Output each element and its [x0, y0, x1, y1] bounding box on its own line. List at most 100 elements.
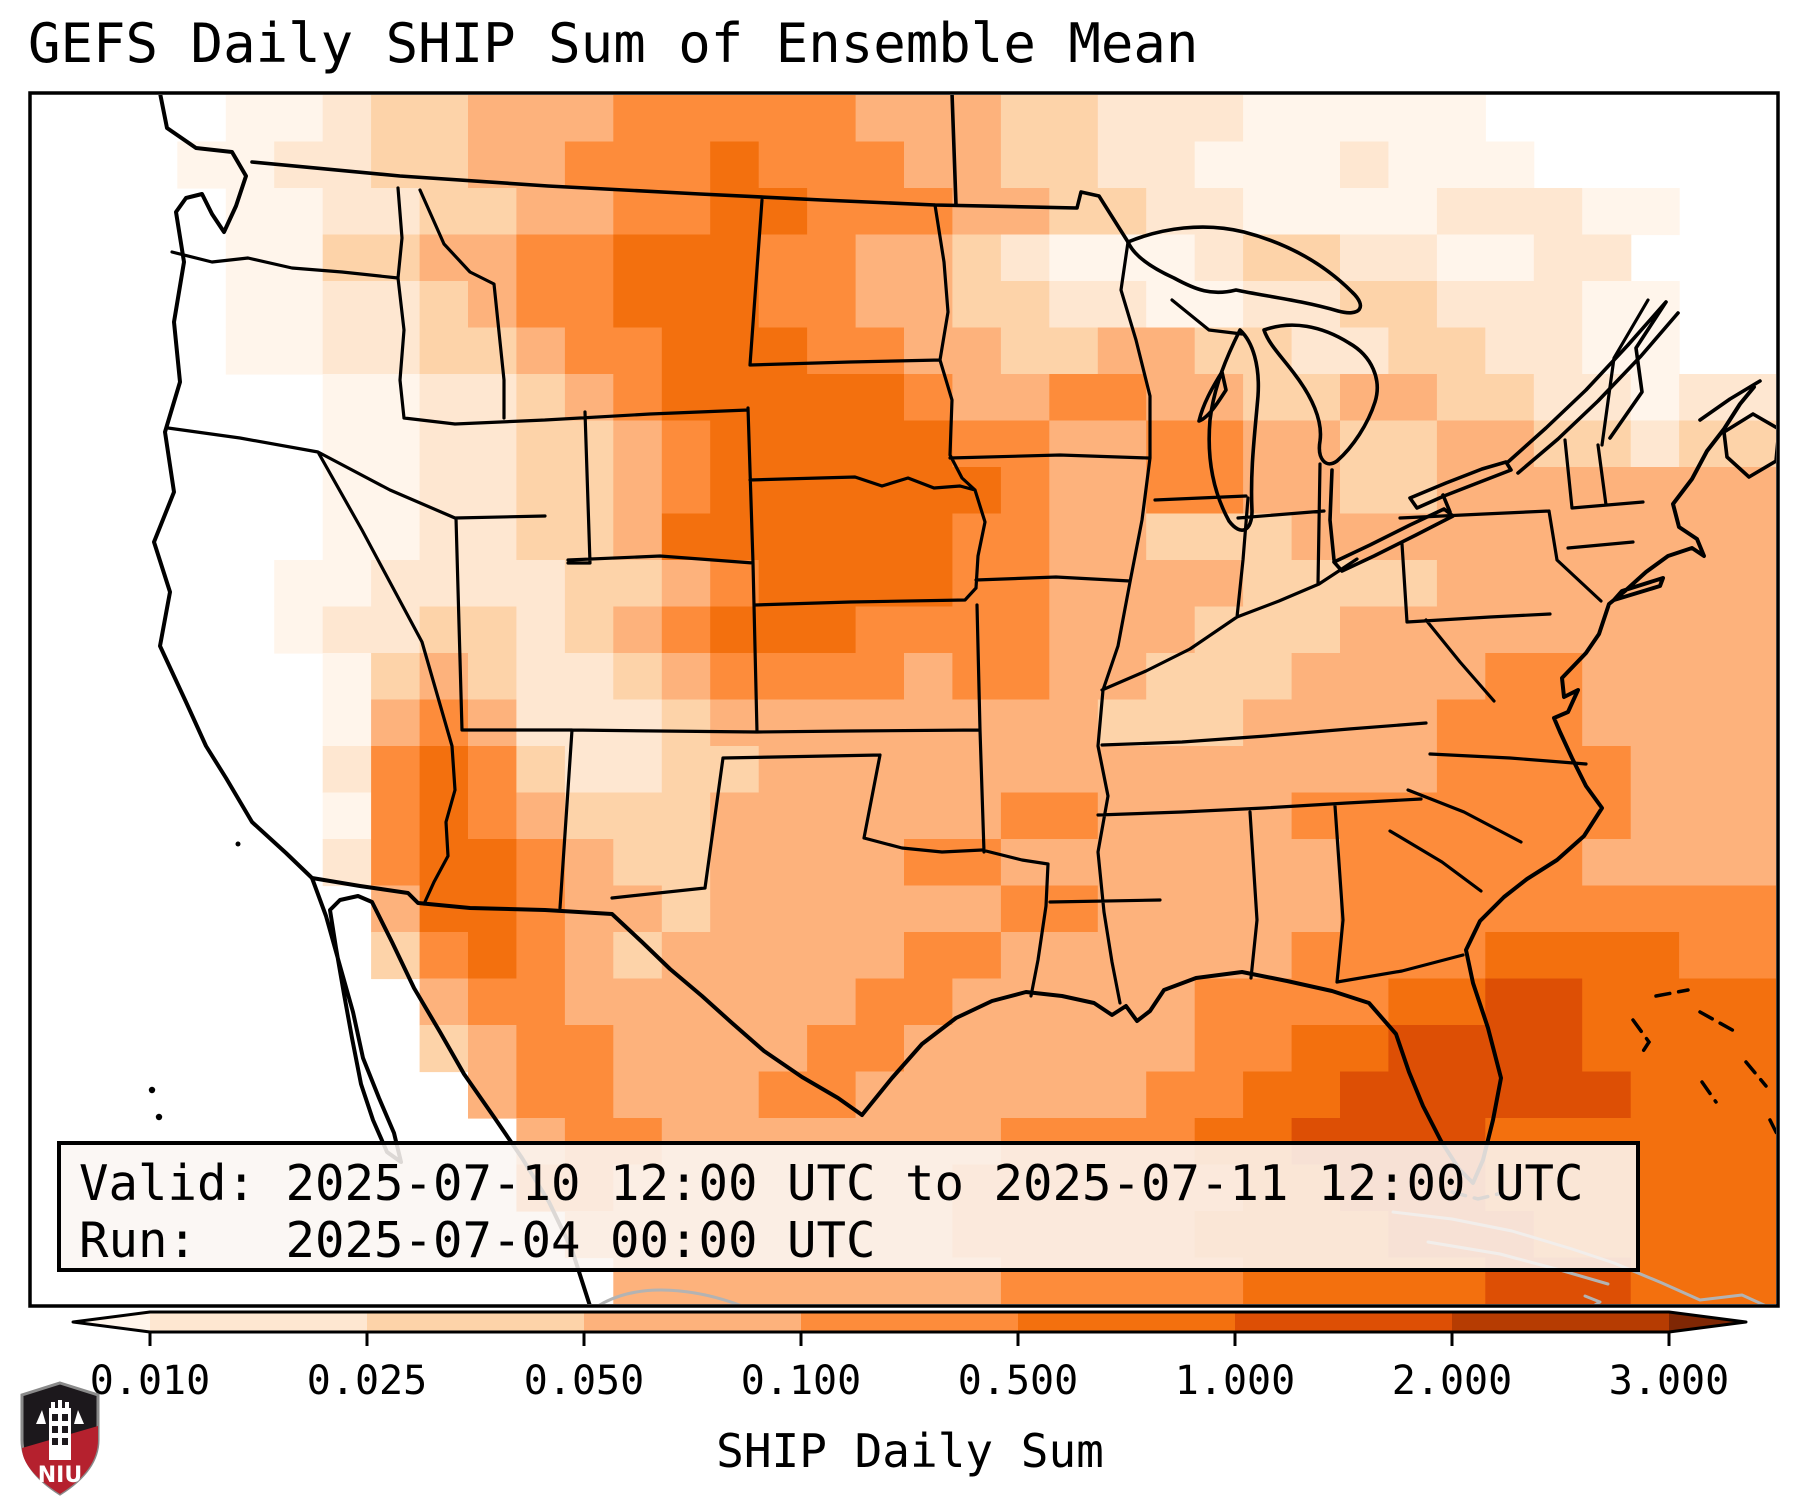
field-cell	[516, 513, 614, 561]
field-cell	[419, 606, 518, 654]
field-cell	[274, 606, 324, 654]
field-cell	[419, 792, 469, 840]
field-cell	[1630, 1257, 1776, 1304]
field-cell	[516, 281, 614, 329]
field-cell	[516, 467, 614, 515]
field-cell	[1146, 653, 1293, 701]
field-cell	[322, 653, 372, 701]
field-cell	[661, 746, 760, 794]
field-cell	[952, 374, 1050, 422]
field-cell	[1630, 746, 1776, 794]
field-cell	[1436, 467, 1776, 515]
field-cell	[1000, 839, 1341, 887]
field-cell	[1097, 141, 1196, 189]
field-cell	[1243, 281, 1341, 329]
field-cell	[613, 234, 760, 282]
field-cell	[371, 653, 421, 701]
field-cell	[1533, 234, 1632, 282]
field-cell	[1194, 234, 1244, 282]
field-cell	[516, 1071, 614, 1119]
mexico-border	[310, 876, 864, 1117]
field-cell	[710, 420, 953, 468]
island-dots	[148, 841, 241, 1121]
field-cell	[710, 792, 1002, 840]
field-cell	[1679, 932, 1776, 980]
field-cell	[1485, 932, 1680, 980]
colorbar-tick-label: 0.100	[741, 1358, 861, 1404]
field-cell	[225, 327, 324, 375]
field-cell	[419, 420, 518, 468]
colorbar-axis-label: SHIP Daily Sum	[716, 1424, 1104, 1478]
field-cell	[1000, 327, 1099, 375]
field-cell	[613, 420, 663, 468]
field-cell	[1097, 885, 1341, 933]
field-cell	[1243, 467, 1341, 515]
field-cell	[1582, 839, 1776, 887]
field-cell	[613, 1071, 760, 1119]
field-cell	[613, 95, 857, 143]
field-cell	[322, 188, 421, 236]
field-cell	[661, 327, 808, 375]
field-cell	[1291, 1025, 1390, 1073]
field-cell	[564, 560, 663, 608]
field-cell	[661, 513, 954, 561]
field-cell	[371, 932, 421, 980]
colorbar-bin	[801, 1312, 1018, 1332]
field-cell	[952, 281, 1050, 329]
field-cell	[613, 653, 663, 701]
field-cell	[710, 839, 905, 887]
field-cell	[468, 932, 517, 980]
field-cell	[710, 606, 857, 654]
field-cell	[1243, 234, 1341, 282]
field-cell	[1097, 792, 1293, 840]
field-cell	[1485, 653, 1583, 701]
colorbar-tick-label: 3.000	[1609, 1358, 1729, 1404]
field-cell	[1000, 885, 1099, 933]
field-cell	[904, 1025, 1196, 1073]
field-cell	[661, 560, 711, 608]
field-cell	[468, 1071, 517, 1119]
niu-logo: NIU	[20, 1381, 100, 1496]
field-cell	[371, 699, 421, 747]
field-cell	[322, 374, 421, 422]
field-cell	[710, 560, 760, 608]
field-cell	[419, 513, 518, 561]
field-cell	[516, 374, 566, 422]
colorbar-bin	[150, 1312, 367, 1332]
field-cell	[1000, 467, 1050, 515]
field-cell	[516, 932, 566, 980]
field-cell	[468, 792, 517, 840]
field-cell	[952, 653, 1050, 701]
field-cell	[564, 374, 614, 422]
field-cell	[1049, 560, 1244, 608]
field-cell	[613, 839, 711, 887]
ship-field-grid	[177, 95, 1776, 1304]
field-cell	[225, 95, 324, 143]
field-cell	[564, 792, 711, 840]
field-cell	[322, 513, 421, 561]
canada-border	[250, 95, 1762, 562]
field-cell	[855, 978, 954, 1026]
field-cell	[516, 1025, 614, 1073]
field-cell	[1340, 839, 1583, 887]
field-cell	[371, 560, 566, 608]
field-cell	[1582, 699, 1776, 747]
field-cell	[322, 281, 421, 329]
field-cell	[371, 95, 469, 143]
field-cell	[1146, 513, 1293, 561]
field-cell	[1146, 467, 1244, 515]
field-cell	[758, 281, 857, 329]
colorbar-tick-label: 0.050	[524, 1358, 644, 1404]
field-cell	[661, 932, 905, 980]
field-cell	[1146, 374, 1244, 422]
field-cell	[1097, 95, 1244, 143]
field-cell	[419, 374, 518, 422]
field-cell	[564, 932, 614, 980]
field-cell	[516, 746, 566, 794]
field-cell	[322, 746, 372, 794]
nova-scotia-coast	[1722, 412, 1776, 479]
bahamas-coastline	[1450, 988, 1776, 1201]
field-cell	[1146, 1071, 1244, 1119]
field-cell	[904, 932, 1002, 980]
field-cell	[516, 420, 614, 468]
